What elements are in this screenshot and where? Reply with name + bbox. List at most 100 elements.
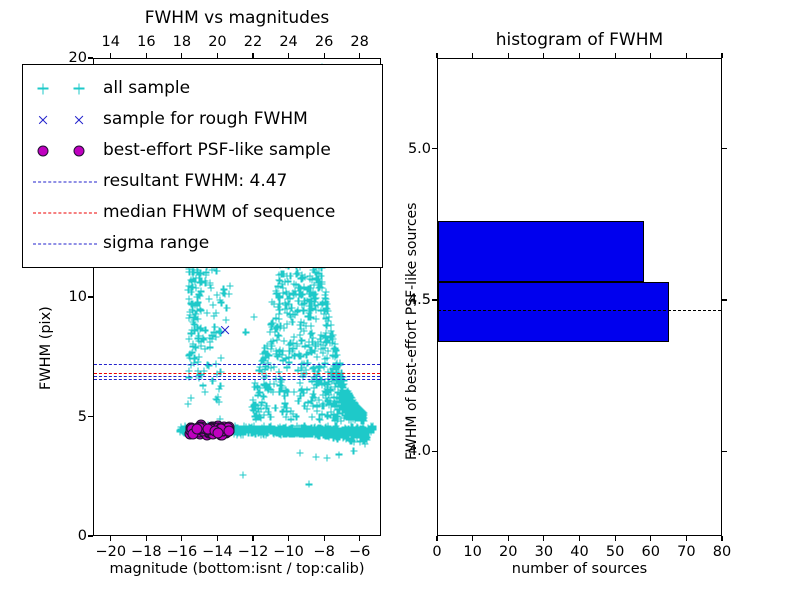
scatter-point-all-sample: [279, 430, 287, 438]
scatter-point-all-sample: [315, 425, 323, 433]
scatter-point-all-sample: [283, 430, 291, 438]
scatter-point-all-sample: [346, 399, 354, 407]
scatter-point-all-sample: [294, 429, 302, 437]
tick-mark: [614, 536, 616, 541]
scatter-point-all-sample: [269, 388, 277, 396]
scatter-point-all-sample: [321, 307, 329, 315]
scatter-point-all-sample: [210, 328, 218, 336]
scatter-point-all-sample: [291, 426, 299, 434]
scatter-point-all-sample: [176, 427, 184, 435]
scatter-point-all-sample: [317, 376, 325, 384]
scatter-point-all-sample: [359, 412, 367, 420]
scatter-point-all-sample: [309, 390, 317, 398]
scatter-point-all-sample: [297, 430, 305, 438]
scatter-point-all-sample: [339, 434, 347, 442]
tick-mark: [436, 53, 438, 58]
scatter-point-all-sample: [193, 293, 201, 301]
scatter-point-all-sample: [299, 426, 307, 434]
scatter-point-all-sample: [287, 427, 295, 435]
scatter-point-all-sample: [300, 297, 308, 305]
scatter-point-all-sample: [302, 430, 310, 438]
scatter-point-all-sample: [237, 427, 245, 435]
scatter-point-all-sample: [305, 430, 313, 438]
scatter-point-all-sample: [285, 429, 293, 437]
scatter-point-all-sample: [357, 427, 365, 435]
scatter-point-all-sample: [177, 425, 185, 433]
scatter-point-all-sample: [324, 411, 331, 419]
scatter-point-all-sample: [317, 307, 325, 315]
plus-marker-icon: [29, 76, 103, 102]
scatter-point-all-sample: [310, 425, 318, 433]
scatter-point-all-sample: [300, 430, 308, 438]
scatter-point-all-sample: [302, 424, 310, 432]
scatter-point-all-sample: [278, 384, 286, 392]
scatter-point-all-sample: [349, 406, 356, 414]
scatter-point-all-sample: [323, 381, 331, 389]
scatter-point-all-sample: [297, 430, 304, 438]
scatter-point-all-sample: [311, 295, 319, 303]
scatter-point-all-sample: [274, 425, 282, 433]
scatter-point-all-sample: [267, 320, 275, 328]
scatter-point-all-sample: [327, 327, 335, 335]
scatter-point-all-sample: [263, 342, 271, 350]
scatter-point-all-sample: [264, 386, 272, 394]
scatter-point-all-sample: [286, 429, 294, 437]
scatter-point-all-sample: [266, 423, 274, 431]
scatter-point-all-sample: [286, 425, 294, 433]
scatter-point-all-sample: [364, 429, 372, 437]
scatter-point-all-sample: [315, 277, 323, 285]
scatter-point-all-sample: [276, 423, 284, 431]
scatter-point-all-sample: [235, 426, 243, 434]
scatter-point-all-sample: [240, 426, 248, 434]
scatter-point-all-sample: [297, 291, 305, 299]
tick-mark: [722, 450, 727, 452]
scatter-point-all-sample: [318, 381, 326, 389]
scatter-point-all-sample: [358, 416, 366, 424]
scatter-point-all-sample: [355, 426, 363, 434]
scatter-point-all-sample: [261, 382, 269, 390]
tick-mark: [432, 148, 437, 150]
scatter-point-all-sample: [351, 429, 359, 437]
scatter-point-all-sample: [285, 426, 293, 434]
scatter-point-all-sample: [357, 407, 365, 415]
tick-mark: [216, 53, 219, 58]
scatter-point-all-sample: [356, 408, 364, 416]
scatter-point-all-sample: [306, 427, 314, 435]
scatter-point-all-sample: [303, 430, 311, 438]
scatter-point-all-sample: [314, 427, 322, 435]
scatter-point-all-sample: [286, 430, 294, 438]
scatter-point-all-sample: [262, 425, 270, 433]
scatter-point-all-sample: [327, 385, 335, 393]
scatter-point-all-sample: [276, 426, 284, 434]
scatter-point-all-sample: [338, 381, 346, 389]
tick-mark: [578, 536, 581, 541]
scatter-point-all-sample: [254, 391, 262, 399]
scatter-point-all-sample: [353, 402, 361, 410]
scatter-point-all-sample: [284, 428, 292, 436]
scatter-point-all-sample: [315, 424, 323, 432]
dashed-line-icon: [29, 169, 103, 195]
scatter-point-all-sample: [330, 410, 338, 418]
scatter-point-all-sample: [360, 411, 368, 419]
scatter-point-all-sample: [349, 401, 357, 409]
scatter-point-all-sample: [352, 402, 360, 410]
scatter-point-all-sample: [213, 291, 221, 299]
scatter-point-all-sample: [347, 431, 355, 439]
scatter-point-all-sample: [310, 424, 318, 432]
scatter-point-all-sample: [316, 335, 324, 343]
right-xlabel: number of sources: [511, 561, 648, 577]
left-ylabel: FWHM (pix): [38, 306, 54, 390]
scatter-point-all-sample: [337, 417, 345, 425]
scatter-point-all-sample: [189, 343, 197, 350]
scatter-point-all-sample: [365, 425, 373, 433]
scatter-point-all-sample: [339, 383, 347, 391]
scatter-point-all-sample: [321, 294, 329, 302]
scatter-point-all-sample: [242, 425, 250, 433]
scatter-point-all-sample: [194, 315, 202, 323]
scatter-point-all-sample: [289, 424, 297, 432]
scatter-point-all-sample: [278, 376, 286, 384]
scatter-point-all-sample: [315, 396, 323, 404]
scatter-point-all-sample: [328, 339, 336, 347]
scatter-point-all-sample: [236, 425, 244, 433]
scatter-point-all-sample: [288, 347, 296, 355]
